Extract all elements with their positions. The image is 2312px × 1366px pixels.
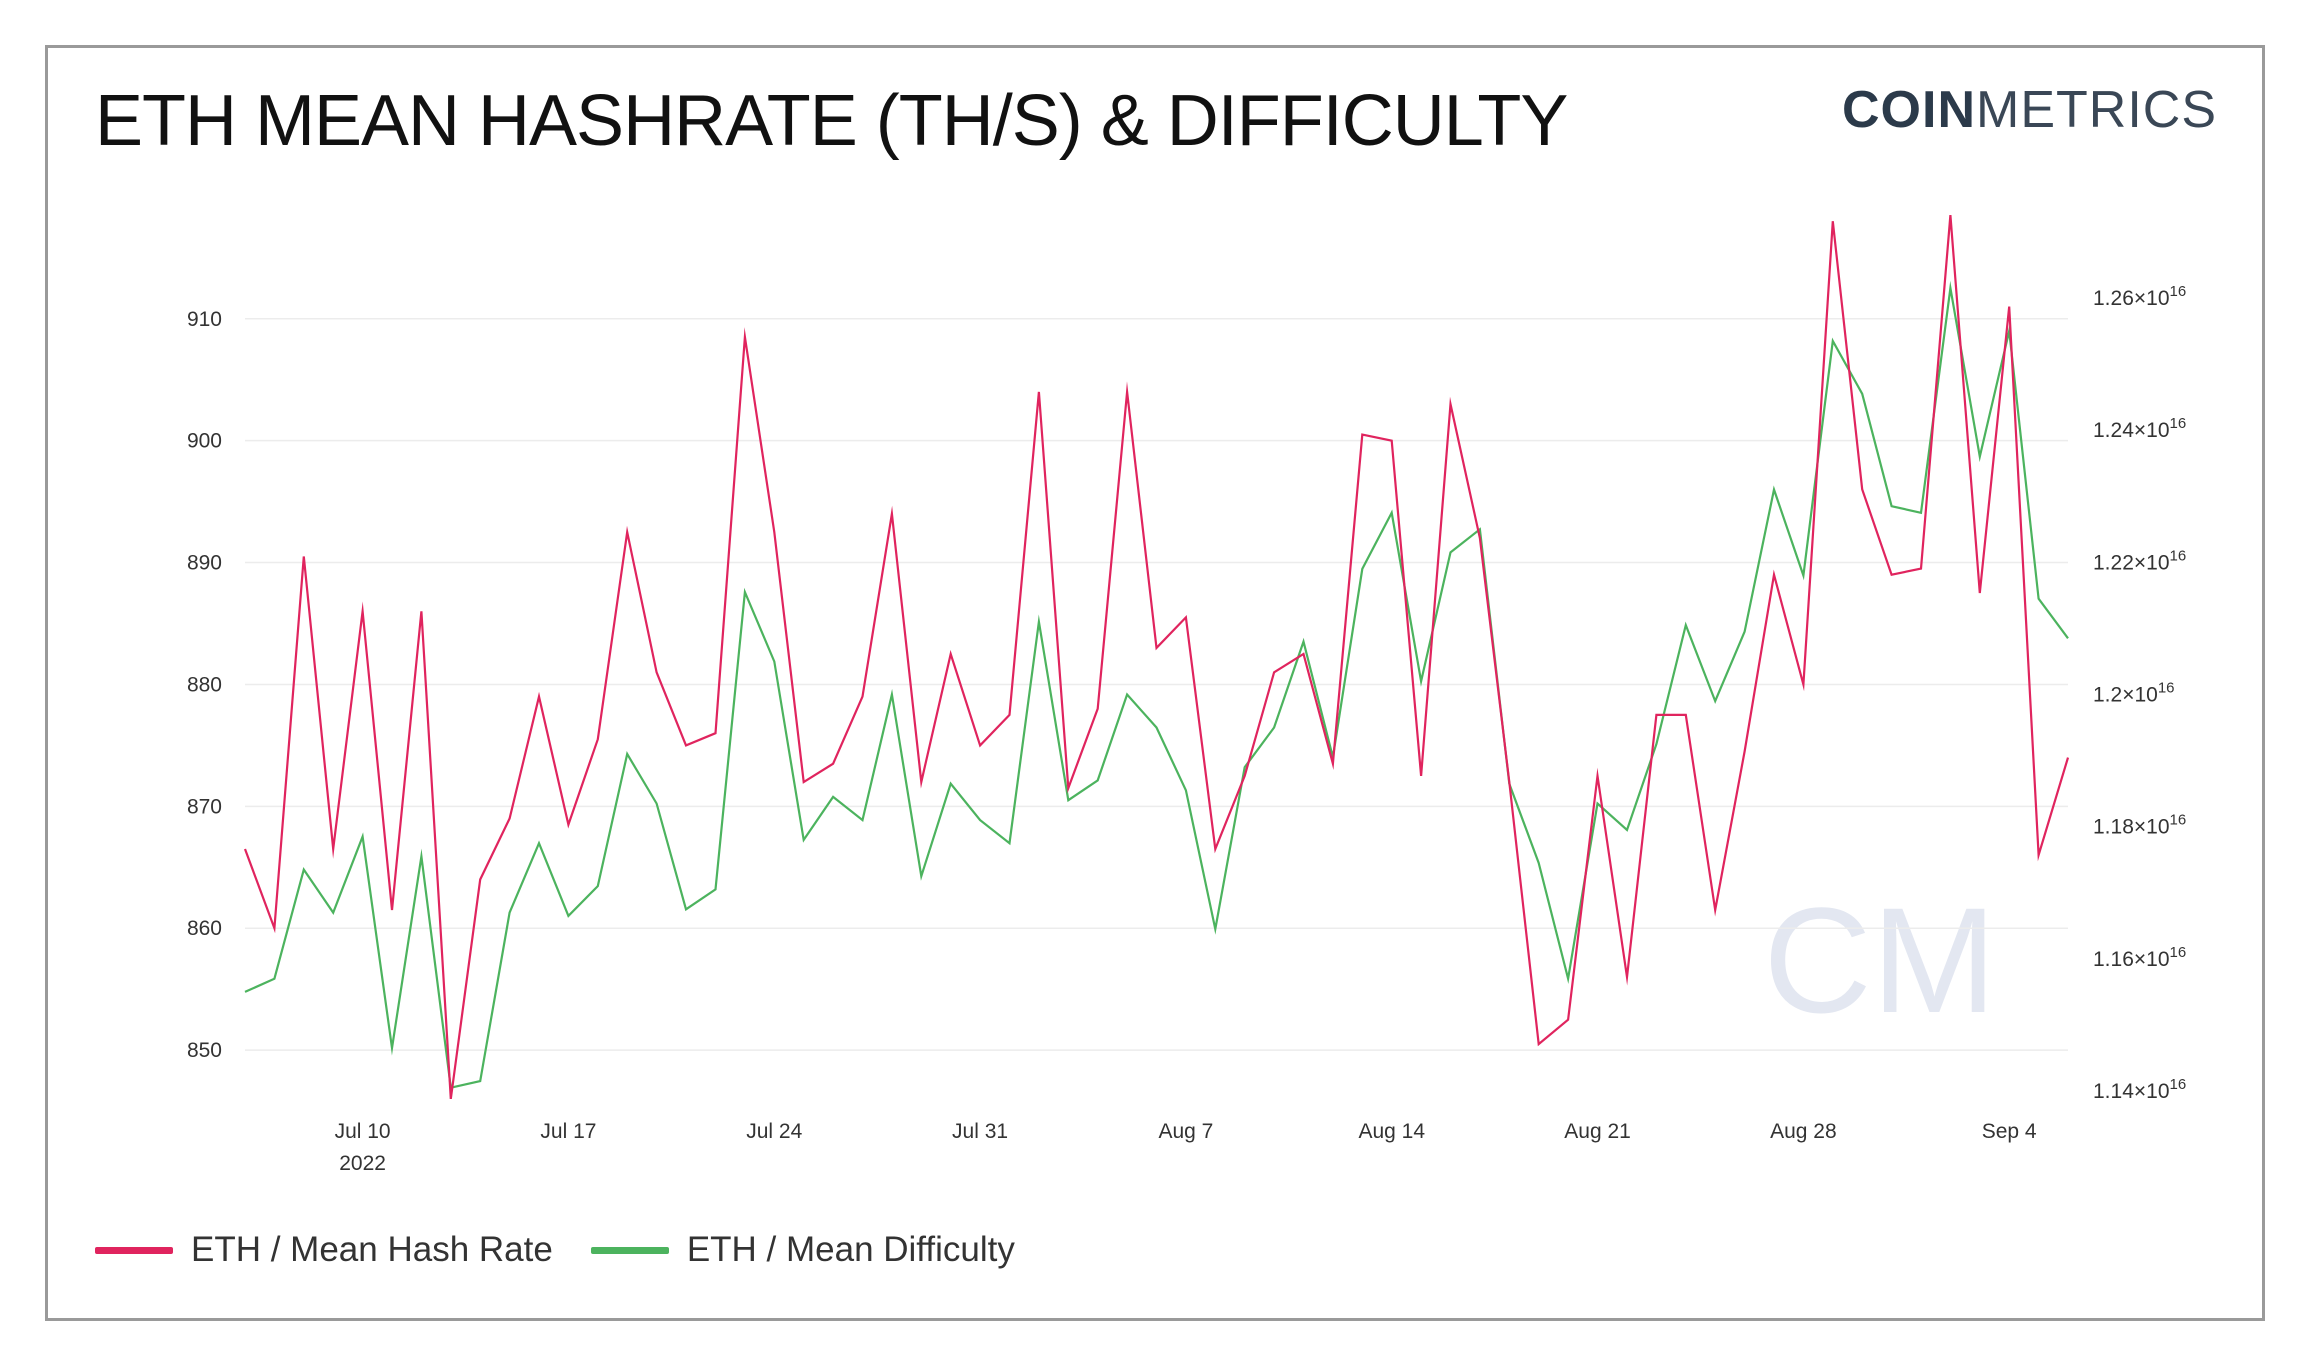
right-tick-label: 1.22×1016 (2093, 547, 2186, 574)
logo-light-text: METRICS (1976, 81, 2217, 139)
right-tick-exponent: 16 (2170, 812, 2187, 829)
left-tick-label: 880 (187, 673, 222, 696)
right-tick-mantissa: 1.16×10 (2093, 948, 2170, 971)
chart-legend: ETH / Mean Hash Rate ETH / Mean Difficul… (95, 1230, 1053, 1270)
right-tick-exponent: 16 (2170, 283, 2187, 300)
chart-series (243, 215, 2070, 1100)
right-tick-mantissa: 1.18×10 (2093, 816, 2170, 839)
legend-label-hash-rate: ETH / Mean Hash Rate (191, 1230, 553, 1269)
left-y-axis: 850 860 870 880 890 900 910 (187, 308, 222, 1062)
left-tick-label: 860 (187, 917, 222, 940)
left-tick-label: 870 (187, 795, 222, 818)
x-tick-label: Aug 21 (1564, 1120, 1631, 1143)
right-tick-exponent: 16 (2170, 944, 2187, 961)
coinmetrics-logo: COINMETRICS (1842, 80, 2217, 140)
right-tick-mantissa: 1.22×10 (2093, 551, 2170, 574)
legend-swatch-difficulty (590, 1246, 669, 1254)
right-y-axis: 1.14×10161.16×10161.18×10161.2×10161.22×… (2093, 283, 2186, 1103)
right-tick-mantissa: 1.2×10 (2093, 684, 2158, 707)
x-tick-label: Aug 7 (1158, 1120, 1213, 1143)
x-tick-label: Jul 31 (952, 1120, 1008, 1143)
right-tick-mantissa: 1.24×10 (2093, 419, 2170, 442)
chart-grid (245, 318, 2068, 1051)
right-tick-label: 1.24×1016 (2093, 415, 2186, 442)
x-tick-label: Aug 28 (1770, 1120, 1837, 1143)
right-tick-mantissa: 1.26×10 (2093, 287, 2170, 310)
left-tick-label: 850 (187, 1039, 222, 1062)
right-tick-exponent: 16 (2170, 547, 2187, 564)
right-tick-mantissa: 1.14×10 (2093, 1080, 2170, 1103)
x-year-label: 2022 (339, 1152, 386, 1175)
cm-watermark: CM (1763, 876, 1996, 1044)
legend-item-difficulty[interactable]: ETH / Mean Difficulty (590, 1230, 1015, 1270)
x-tick-label: Jul 10 (335, 1120, 391, 1143)
x-tick-label: Jul 17 (540, 1120, 596, 1143)
watermark-text: CM (1763, 876, 1996, 1044)
legend-label-difficulty: ETH / Mean Difficulty (686, 1230, 1015, 1269)
series-line-hash-rate (243, 215, 2070, 1100)
left-tick-label: 910 (187, 308, 222, 331)
right-tick-label: 1.16×1016 (2093, 944, 2186, 971)
series-line-difficulty (244, 280, 2069, 1090)
right-tick-exponent: 16 (2158, 680, 2175, 697)
legend-item-hash-rate[interactable]: ETH / Mean Hash Rate (95, 1230, 553, 1270)
left-tick-label: 900 (187, 430, 222, 453)
legend-swatch-hash-rate (95, 1246, 173, 1254)
x-axis: Jul 10 2022 Jul 17 Jul 24 Jul 31 Aug 7 Aug 14 A… (335, 1120, 2037, 1175)
right-tick-exponent: 16 (2170, 1076, 2187, 1093)
right-tick-label: 1.26×1016 (2093, 283, 2186, 310)
chart-title: ETH MEAN HASHRATE (TH/S) & DIFFICULTY (95, 81, 1568, 161)
x-tick-label: Jul 24 (746, 1120, 802, 1143)
left-tick-label: 890 (187, 552, 222, 575)
right-tick-exponent: 16 (2170, 415, 2187, 432)
logo-bold-text: COIN (1842, 81, 1976, 139)
x-tick-label: Aug 14 (1358, 1120, 1425, 1143)
right-tick-label: 1.18×1016 (2093, 812, 2186, 839)
right-tick-label: 1.2×1016 (2093, 680, 2175, 707)
x-tick-label: Sep 4 (1982, 1120, 2037, 1143)
right-tick-label: 1.14×1016 (2093, 1076, 2186, 1103)
